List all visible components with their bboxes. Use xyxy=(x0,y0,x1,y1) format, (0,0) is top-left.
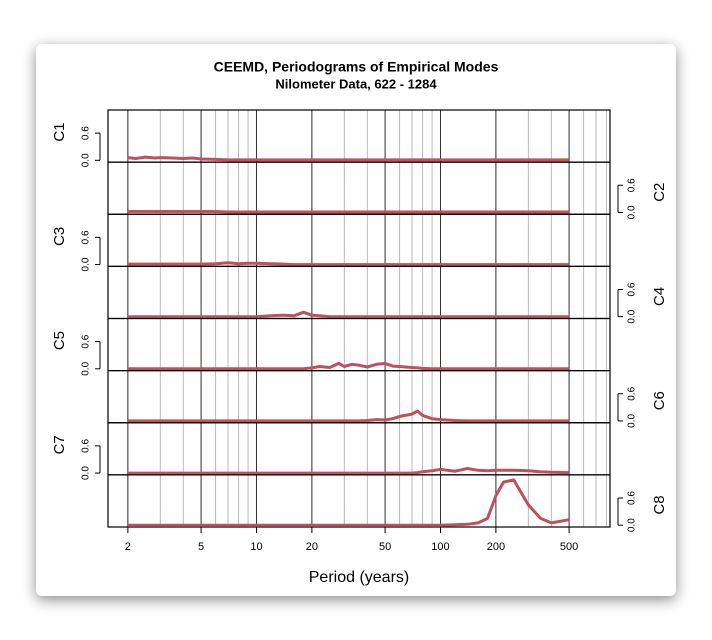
x-tick-label: 2 xyxy=(125,541,131,553)
x-tick-label: 50 xyxy=(379,541,391,553)
chart-title: CEEMD, Periodograms of Empirical Modes xyxy=(214,59,499,75)
series-line xyxy=(127,478,570,527)
y-tick-label: 0.6 xyxy=(627,386,638,400)
y-tick-label: 0.6 xyxy=(81,334,92,348)
x-axis-label: Period (years) xyxy=(309,569,409,586)
panel-label: C5 xyxy=(51,331,68,350)
y-tick-label: 0.0 xyxy=(81,153,92,167)
y-tick-label: 0.0 xyxy=(627,414,638,428)
y-tick-label: 0.6 xyxy=(81,438,92,452)
series-line xyxy=(127,210,570,214)
x-tick-label: 10 xyxy=(250,541,262,553)
panel-label: C7 xyxy=(51,435,68,454)
panel-label: C6 xyxy=(651,391,668,410)
panel-label: C4 xyxy=(651,287,668,306)
panel-label: C8 xyxy=(651,495,668,514)
x-tick-label: 500 xyxy=(560,541,578,553)
y-tick-label: 0.6 xyxy=(81,230,92,244)
chart-subtitle: Nilometer Data, 622 - 1284 xyxy=(275,76,437,91)
series-line xyxy=(127,155,570,162)
panel-label: C2 xyxy=(651,183,668,202)
series-line xyxy=(127,409,570,423)
y-tick-label: 0.0 xyxy=(81,361,92,375)
series-line xyxy=(127,310,570,319)
panel-label: C1 xyxy=(51,122,68,141)
x-tick-label: 100 xyxy=(431,541,449,553)
y-tick-label: 0.0 xyxy=(627,518,638,532)
series-line xyxy=(127,361,570,371)
series-line xyxy=(127,261,570,267)
x-tick-label: 5 xyxy=(198,541,204,553)
y-tick-label: 0.6 xyxy=(627,491,638,505)
panel-frame xyxy=(107,474,611,528)
y-tick-label: 0.0 xyxy=(81,257,92,271)
y-tick-label: 0.6 xyxy=(81,126,92,140)
y-tick-label: 0.6 xyxy=(627,178,638,192)
y-tick-label: 0.0 xyxy=(627,309,638,323)
panel-label: C3 xyxy=(51,227,68,246)
y-tick-label: 0.0 xyxy=(627,205,638,219)
y-tick-label: 0.0 xyxy=(81,466,92,480)
series-line xyxy=(127,467,570,475)
x-tick-label: 20 xyxy=(306,541,318,553)
y-tick-label: 0.6 xyxy=(627,282,638,296)
x-tick-label: 200 xyxy=(487,541,505,553)
